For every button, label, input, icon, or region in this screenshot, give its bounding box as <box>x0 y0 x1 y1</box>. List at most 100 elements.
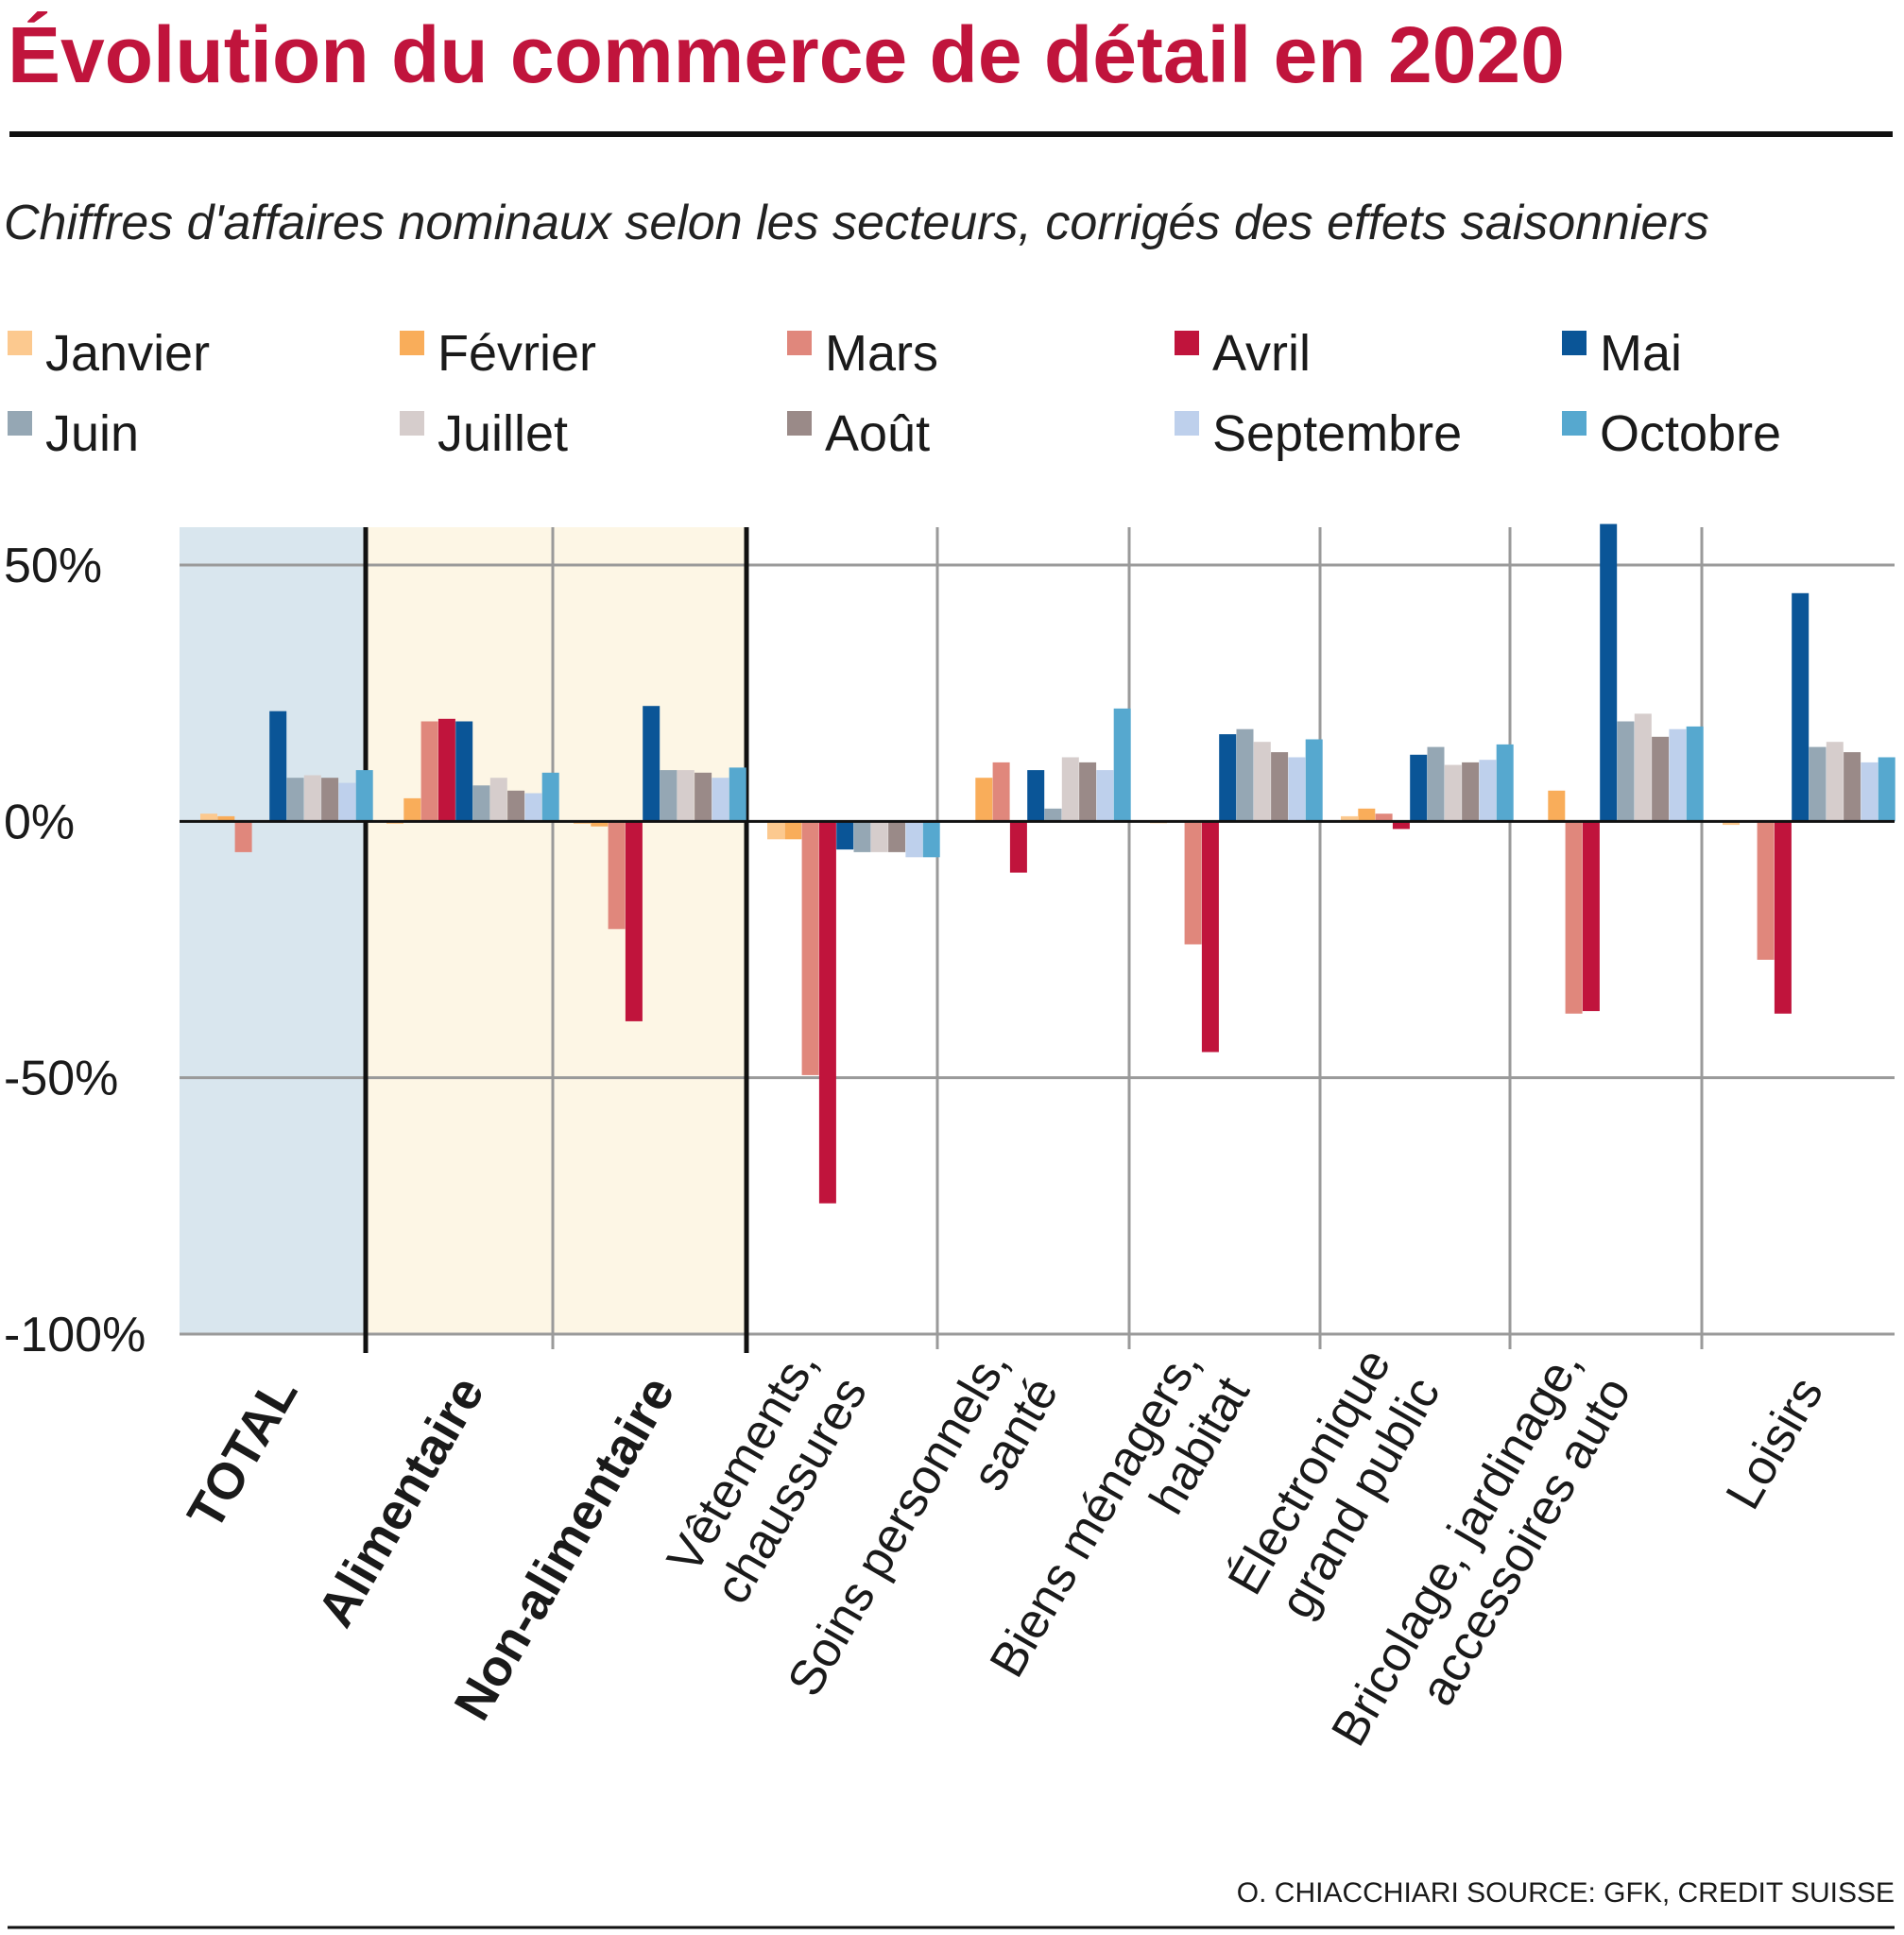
bar-juin-4 <box>1044 808 1062 822</box>
bar-septembre-1 <box>524 793 542 822</box>
bar-juillet-1 <box>489 778 507 822</box>
legend-label-février: Février <box>437 325 596 382</box>
bar-juillet-3 <box>870 821 888 852</box>
bars <box>200 523 1895 1204</box>
bar-août-1 <box>507 790 525 822</box>
bar-mars-8 <box>1757 821 1775 960</box>
bar-mai-2 <box>643 706 660 822</box>
bar-février-4 <box>975 778 993 822</box>
legend-swatch-octobre <box>1562 411 1587 436</box>
category-line: TOTAL <box>177 1367 308 1539</box>
bar-mars-1 <box>420 721 438 822</box>
bar-octobre-1 <box>541 772 559 822</box>
bar-août-7 <box>1652 736 1670 822</box>
legend-swatch-août <box>787 411 812 436</box>
bar-octobre-4 <box>1113 708 1131 822</box>
bar-mai-5 <box>1219 734 1237 822</box>
legend-label-juin: Juin <box>45 405 139 462</box>
bar-mai-6 <box>1410 754 1428 822</box>
y-tick-label: 50% <box>4 539 102 593</box>
bar-juillet-2 <box>677 770 695 822</box>
bar-août-4 <box>1079 762 1097 822</box>
bar-mai-4 <box>1027 770 1045 822</box>
bar-juin-1 <box>472 785 490 822</box>
bar-mai-0 <box>269 711 287 822</box>
bar-mai-3 <box>836 821 854 850</box>
legend-label-avril: Avril <box>1212 325 1311 382</box>
category-line: Loisirs <box>1716 1368 1834 1518</box>
bar-mai-1 <box>455 721 473 822</box>
bar-février-1 <box>403 797 421 822</box>
bar-septembre-7 <box>1669 728 1687 822</box>
legend-label-octobre: Octobre <box>1600 405 1781 462</box>
bar-mai-7 <box>1600 523 1618 822</box>
legend-label-août: Août <box>825 405 930 462</box>
bar-janvier-6 <box>1341 815 1358 822</box>
bar-octobre-5 <box>1305 739 1323 822</box>
bar-août-8 <box>1844 752 1861 822</box>
y-tick-label: -50% <box>4 1052 118 1106</box>
bar-juillet-4 <box>1061 757 1079 822</box>
bar-avril-7 <box>1582 821 1600 1012</box>
legend-label-juillet: Juillet <box>437 405 568 462</box>
bar-septembre-3 <box>905 821 923 858</box>
y-tick-label: 0% <box>4 795 75 849</box>
legend-label-septembre: Septembre <box>1212 405 1462 462</box>
chart-title: Évolution du commerce de détail en 2020 <box>8 10 1565 99</box>
bar-mars-6 <box>1375 813 1393 822</box>
legend-label-janvier: Janvier <box>45 325 210 382</box>
panel-total <box>180 527 366 1334</box>
bar-février-3 <box>784 821 802 840</box>
bar-octobre-2 <box>729 767 746 822</box>
bar-octobre-0 <box>355 770 373 822</box>
bar-septembre-5 <box>1288 757 1306 822</box>
bar-juillet-0 <box>303 775 321 822</box>
bar-février-2 <box>591 821 609 827</box>
bar-septembre-8 <box>1861 762 1878 822</box>
bar-août-2 <box>695 772 712 822</box>
bar-février-0 <box>217 815 235 822</box>
bar-mars-4 <box>992 762 1010 822</box>
legend-swatch-mars <box>787 331 812 355</box>
bar-juillet-6 <box>1444 764 1462 822</box>
bar-janvier-8 <box>1723 821 1740 826</box>
bar-juin-5 <box>1236 728 1254 822</box>
legend-swatch-juin <box>8 411 32 436</box>
bar-mai-8 <box>1792 592 1810 822</box>
legend-swatch-avril <box>1175 331 1199 355</box>
bar-octobre-6 <box>1496 744 1514 822</box>
bar-octobre-8 <box>1878 757 1895 822</box>
bar-mars-2 <box>608 821 626 930</box>
highlight-panels <box>180 527 746 1334</box>
legend-swatch-février <box>400 331 424 355</box>
bar-avril-2 <box>625 821 643 1021</box>
credit-line: O. CHIACCHIARI SOURCE: GFK, CREDIT SUISS… <box>1237 1877 1895 1909</box>
category-label-8: Loisirs <box>1716 1368 1834 1518</box>
legend-label-mars: Mars <box>825 325 938 382</box>
bar-janvier-3 <box>767 821 784 840</box>
category-labels: TOTALAlimentaireNon-alimentaireVêtements… <box>177 1340 1834 1755</box>
bar-avril-8 <box>1774 821 1792 1014</box>
bar-octobre-7 <box>1686 726 1704 822</box>
bar-juillet-8 <box>1826 742 1844 822</box>
bar-avril-5 <box>1201 821 1219 1053</box>
bar-février-7 <box>1548 790 1566 822</box>
bar-juin-7 <box>1617 721 1635 822</box>
y-tick-label: -100% <box>4 1308 146 1362</box>
bar-septembre-2 <box>712 778 729 822</box>
bar-septembre-4 <box>1096 770 1114 822</box>
legend: Janvier Février Mars Avril Mai Juin Juillet Aoû… <box>8 325 1781 462</box>
category-label-0: TOTAL <box>177 1367 308 1539</box>
gridlines <box>180 527 1895 1353</box>
bar-avril-6 <box>1392 821 1410 830</box>
bar-avril-4 <box>1009 821 1027 873</box>
bar-juin-0 <box>286 778 304 822</box>
bar-août-0 <box>321 778 339 822</box>
bar-juin-6 <box>1427 746 1445 822</box>
chart-subtitle: Chiffres d'affaires nominaux selon les s… <box>4 196 1709 250</box>
legend-swatch-janvier <box>8 331 32 355</box>
legend-swatch-mai <box>1562 331 1587 355</box>
bar-janvier-0 <box>200 813 217 822</box>
bar-juin-2 <box>660 770 678 822</box>
